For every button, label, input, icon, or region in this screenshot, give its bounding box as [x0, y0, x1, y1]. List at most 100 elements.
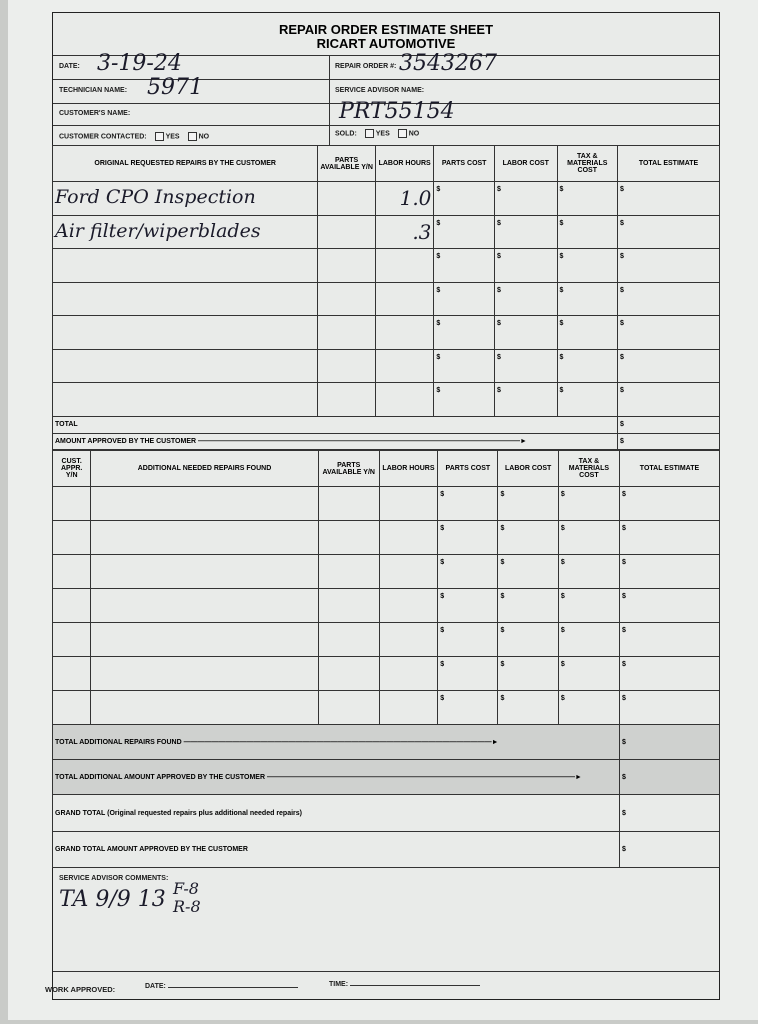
- cost-cell[interactable]: $: [497, 622, 559, 657]
- cost-cell[interactable]: $: [493, 248, 558, 283]
- cost-cell[interactable]: $: [433, 181, 495, 216]
- total-value[interactable]: $: [617, 415, 720, 434]
- cost-cell[interactable]: $: [556, 248, 619, 283]
- date-field[interactable]: 3-19-24: [97, 51, 182, 76]
- cost-cell[interactable]: $: [618, 554, 721, 589]
- cost-cell[interactable]: $: [557, 690, 620, 725]
- labor-hours[interactable]: 1.0: [399, 186, 432, 211]
- cust-approved-cell[interactable]: [51, 588, 92, 623]
- cost-cell[interactable]: $: [433, 315, 495, 350]
- cost-cell[interactable]: $: [617, 248, 720, 283]
- sold-no-checkbox[interactable]: [397, 129, 407, 138]
- labor-hours[interactable]: [378, 656, 439, 691]
- cost-cell[interactable]: $: [556, 281, 619, 316]
- cost-cell[interactable]: $: [433, 348, 495, 383]
- service-advisor-field[interactable]: PRT55154: [339, 99, 455, 124]
- repair-description[interactable]: [90, 554, 319, 589]
- repair-description[interactable]: [90, 486, 319, 521]
- parts-available-cell[interactable]: [317, 588, 380, 623]
- cost-cell[interactable]: $: [497, 486, 559, 521]
- contacted-no-checkbox[interactable]: [187, 132, 197, 141]
- approval-date-field[interactable]: [167, 987, 298, 988]
- cost-cell[interactable]: $: [497, 554, 559, 589]
- cust-approved-cell[interactable]: [51, 656, 92, 691]
- repair-description[interactable]: [90, 656, 319, 691]
- parts-available-cell[interactable]: [317, 348, 376, 383]
- cost-cell[interactable]: $: [618, 622, 721, 657]
- parts-available-cell[interactable]: [317, 656, 380, 691]
- repair-description[interactable]: [90, 622, 319, 657]
- comments-text[interactable]: TA 9/9 13: [59, 887, 166, 912]
- parts-available-cell[interactable]: [317, 520, 380, 555]
- cost-cell[interactable]: $: [493, 281, 558, 316]
- cost-cell[interactable]: $: [433, 281, 495, 316]
- cust-approved-cell[interactable]: [51, 554, 92, 589]
- cost-cell[interactable]: $: [493, 348, 558, 383]
- cost-cell[interactable]: $: [556, 382, 619, 417]
- cost-cell[interactable]: $: [497, 520, 559, 555]
- cost-cell[interactable]: $: [557, 656, 620, 691]
- contacted-yes-checkbox[interactable]: [154, 132, 164, 141]
- grand-total-value[interactable]: $: [618, 794, 721, 832]
- cost-cell[interactable]: $: [617, 382, 720, 417]
- labor-hours[interactable]: .3: [412, 219, 432, 244]
- grand-total-approved-value[interactable]: $: [618, 831, 721, 868]
- cost-cell[interactable]: $: [493, 382, 558, 417]
- approval-time-field[interactable]: [350, 985, 481, 986]
- cost-cell[interactable]: $: [433, 382, 495, 417]
- repair-description[interactable]: [90, 520, 319, 555]
- repair-description[interactable]: Air filter/wiperblades: [55, 219, 261, 242]
- labor-hours[interactable]: [378, 588, 439, 623]
- cost-cell[interactable]: $: [433, 248, 495, 283]
- parts-available-cell[interactable]: [317, 281, 376, 316]
- parts-available-cell[interactable]: [317, 214, 376, 249]
- cost-cell[interactable]: $: [437, 486, 499, 521]
- cost-cell[interactable]: $: [437, 588, 499, 623]
- labor-hours[interactable]: [378, 486, 439, 521]
- total-additional-found-value[interactable]: $: [618, 724, 721, 760]
- labor-hours[interactable]: [378, 622, 439, 657]
- technician-field[interactable]: 5971: [147, 75, 203, 100]
- cost-cell[interactable]: $: [618, 486, 721, 521]
- repair-description[interactable]: [90, 588, 319, 623]
- repair-description[interactable]: Ford CPO Inspection: [55, 186, 256, 208]
- parts-available-cell[interactable]: [317, 690, 380, 725]
- cost-cell[interactable]: $: [497, 656, 559, 691]
- repair-order-field[interactable]: 3543267: [399, 51, 497, 76]
- cost-cell[interactable]: $: [557, 554, 620, 589]
- parts-available-cell[interactable]: [317, 181, 376, 216]
- labor-hours[interactable]: [378, 690, 439, 725]
- cost-cell[interactable]: $: [437, 656, 499, 691]
- cost-cell[interactable]: $: [557, 622, 620, 657]
- cost-cell[interactable]: $: [493, 315, 558, 350]
- sold-yes-checkbox[interactable]: [364, 129, 374, 138]
- parts-available-cell[interactable]: [317, 554, 380, 589]
- cust-approved-cell[interactable]: [51, 622, 92, 657]
- cost-cell[interactable]: $: [497, 588, 559, 623]
- amount-approved-value[interactable]: $: [617, 432, 720, 450]
- cost-cell[interactable]: $: [556, 315, 619, 350]
- cost-cell[interactable]: $: [493, 181, 558, 216]
- cost-cell[interactable]: $: [557, 486, 620, 521]
- repair-description[interactable]: [90, 690, 319, 725]
- parts-available-cell[interactable]: [317, 315, 376, 350]
- cost-cell[interactable]: $: [497, 690, 559, 725]
- labor-hours[interactable]: [378, 554, 439, 589]
- cost-cell[interactable]: $: [618, 520, 721, 555]
- cust-approved-cell[interactable]: [51, 690, 92, 725]
- parts-available-cell[interactable]: [317, 382, 376, 417]
- total-additional-approved-value[interactable]: $: [618, 759, 721, 795]
- cost-cell[interactable]: $: [618, 656, 721, 691]
- parts-available-cell[interactable]: [317, 486, 380, 521]
- cust-approved-cell[interactable]: [51, 486, 92, 521]
- cost-cell[interactable]: $: [437, 520, 499, 555]
- cost-cell[interactable]: $: [556, 214, 619, 249]
- cust-approved-cell[interactable]: [51, 520, 92, 555]
- cost-cell[interactable]: $: [433, 214, 495, 249]
- cost-cell[interactable]: $: [557, 588, 620, 623]
- cost-cell[interactable]: $: [617, 281, 720, 316]
- cost-cell[interactable]: $: [437, 622, 499, 657]
- cost-cell[interactable]: $: [618, 588, 721, 623]
- cost-cell[interactable]: $: [437, 690, 499, 725]
- labor-hours[interactable]: [378, 520, 439, 555]
